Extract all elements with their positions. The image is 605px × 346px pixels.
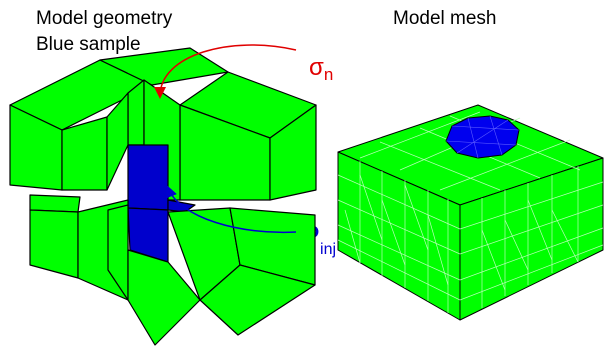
mesh-right-face xyxy=(459,157,604,321)
injection-pressure-subscript: inj xyxy=(320,241,337,258)
normal-stress-label: σn xyxy=(309,54,333,84)
sample-mesh-lines xyxy=(445,115,520,159)
normal-stress-arrow xyxy=(154,44,297,99)
injection-arrow xyxy=(165,185,297,234)
geometry-title: Model geometry xyxy=(36,8,173,29)
model-geometry xyxy=(9,47,317,346)
mesh-lines xyxy=(337,111,604,313)
normal-stress-subscript: n xyxy=(323,65,334,84)
normal-stress-symbol: σ xyxy=(309,54,324,81)
model-mesh xyxy=(337,104,604,321)
mesh-title: Model mesh xyxy=(393,8,497,29)
blue-sample xyxy=(127,144,196,263)
geometry-subtitle: Blue sample xyxy=(36,34,141,55)
lower-half xyxy=(29,194,316,346)
